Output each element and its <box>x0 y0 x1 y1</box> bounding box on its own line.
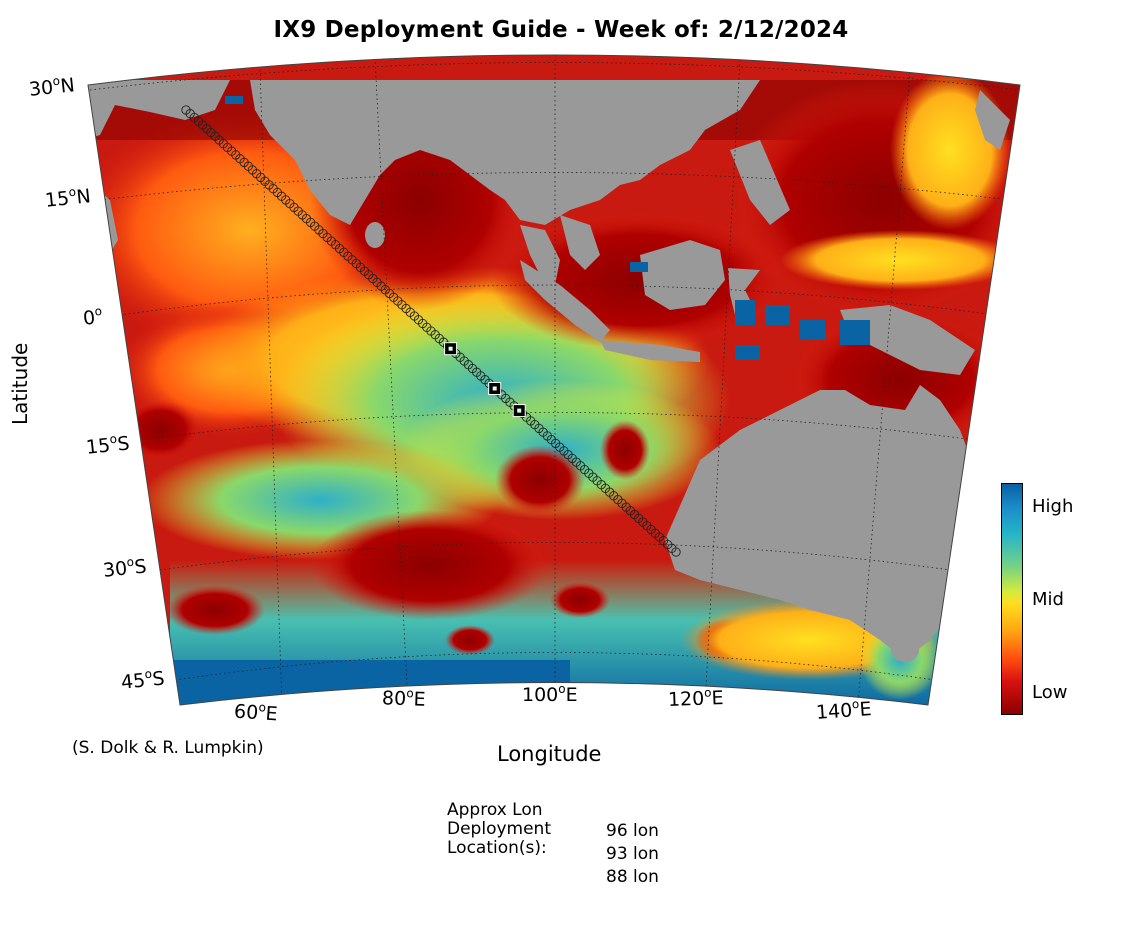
lat-label-15s: 15oS <box>85 431 131 459</box>
deployment-marker-center <box>492 386 497 391</box>
deployment-markers <box>444 342 526 418</box>
y-axis-label: Latitude <box>8 342 32 425</box>
deployment-location-2: 93 lon <box>606 844 659 864</box>
deployment-marker-center <box>517 408 522 413</box>
transect-point <box>671 547 681 557</box>
deployment-heading-line3: Location(s): <box>447 838 547 858</box>
lon-label-120e: 120oE <box>667 685 724 711</box>
colorbar <box>1001 483 1023 715</box>
colorbar-mid-label: Mid <box>1032 589 1064 610</box>
lon-label-140e: 140oE <box>815 696 873 724</box>
high-patches <box>225 96 870 360</box>
map-field <box>88 55 1020 705</box>
deployment-heading-line2: Deployment <box>447 819 551 839</box>
lon-label-80e: 80oE <box>381 686 426 711</box>
lat-label-45s: 45oS <box>120 666 166 694</box>
map-title: IX9 Deployment Guide - Week of: 2/12/202… <box>273 17 849 43</box>
colorbar-low-label: Low <box>1032 682 1068 703</box>
lat-label-30s: 30oS <box>102 554 148 582</box>
map-frame <box>87 54 1021 706</box>
deployment-location-1: 96 lon <box>606 821 659 841</box>
lon-label-60e: 60oE <box>233 700 279 726</box>
x-axis-label: Longitude <box>497 742 602 766</box>
deployment-heading: Approx Lon Deployment Location(s): <box>447 801 551 858</box>
graticule <box>89 55 1020 705</box>
deployment-marker-center <box>448 346 453 351</box>
ix9-transect <box>181 105 681 557</box>
deployment-location-3: 88 lon <box>606 867 659 887</box>
lon-label-100e: 100oE <box>522 682 578 706</box>
credit-text: (S. Dolk & R. Lumpkin) <box>72 738 264 758</box>
deployment-heading-line1: Approx Lon <box>447 800 543 820</box>
lat-label-0: 0o <box>82 303 103 330</box>
land-masses <box>88 80 1010 662</box>
colorbar-high-label: High <box>1032 496 1074 517</box>
